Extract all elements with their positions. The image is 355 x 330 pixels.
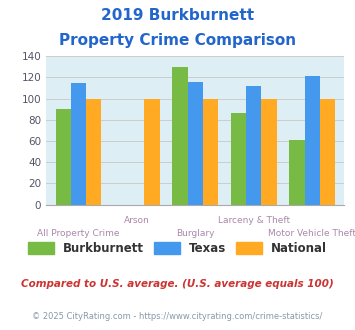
Text: © 2025 CityRating.com - https://www.cityrating.com/crime-statistics/: © 2025 CityRating.com - https://www.city…: [32, 312, 323, 321]
Legend: Burkburnett, Texas, National: Burkburnett, Texas, National: [23, 237, 332, 259]
Bar: [246, 86, 261, 205]
Bar: [289, 140, 305, 205]
Bar: [320, 99, 335, 205]
Bar: [203, 99, 218, 205]
Text: Property Crime Comparison: Property Crime Comparison: [59, 33, 296, 48]
Bar: [173, 67, 188, 205]
Text: Arson: Arson: [124, 216, 150, 225]
Text: All Property Crime: All Property Crime: [37, 229, 120, 238]
Text: Burglary: Burglary: [176, 229, 214, 238]
Bar: [231, 114, 246, 205]
Text: 2019 Burkburnett: 2019 Burkburnett: [101, 8, 254, 23]
Text: Larceny & Theft: Larceny & Theft: [218, 216, 290, 225]
Text: Motor Vehicle Theft: Motor Vehicle Theft: [268, 229, 355, 238]
Bar: [86, 99, 101, 205]
Bar: [261, 99, 277, 205]
Text: Compared to U.S. average. (U.S. average equals 100): Compared to U.S. average. (U.S. average …: [21, 279, 334, 289]
Bar: [55, 109, 71, 205]
Bar: [188, 82, 203, 205]
Bar: [305, 76, 320, 205]
Bar: [144, 99, 160, 205]
Bar: [71, 82, 86, 205]
